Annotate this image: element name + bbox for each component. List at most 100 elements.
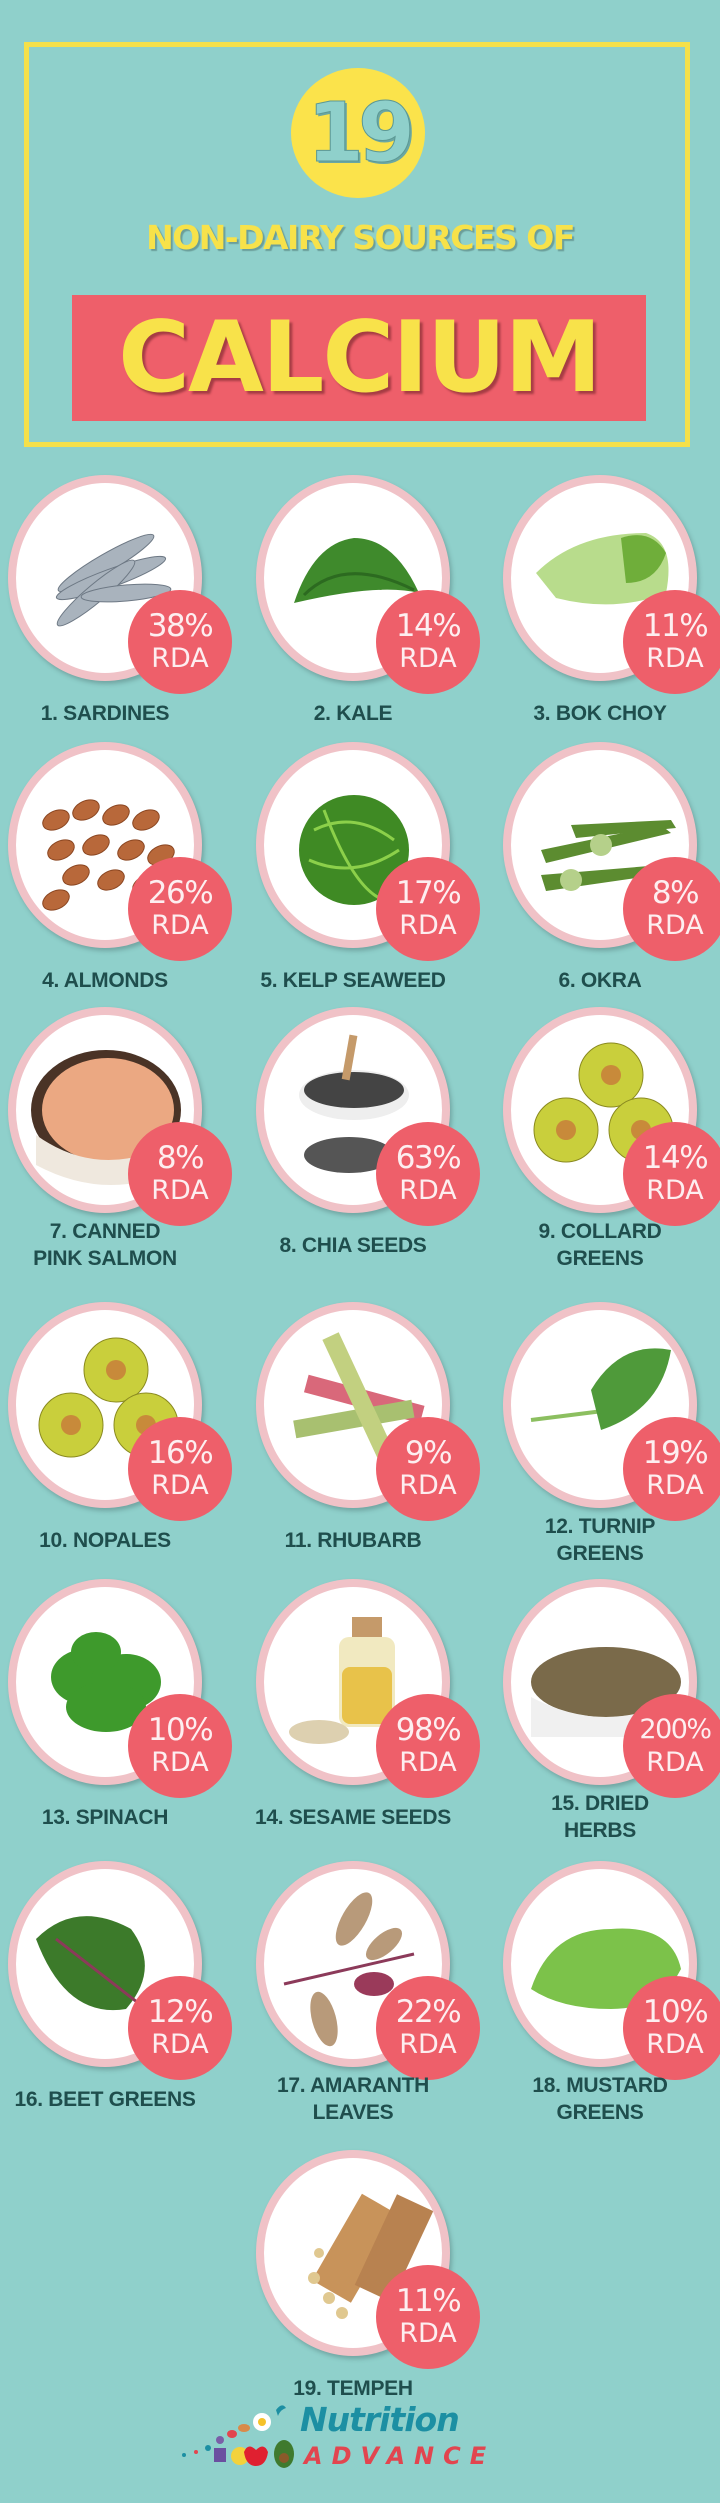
food-label: 3. BOK CHOY — [533, 701, 667, 725]
food-item: 8% RDA 7. CANNED PINK SALMON — [0, 1007, 232, 1287]
food-image-frame — [503, 742, 697, 948]
rda-percent: 12% — [147, 1994, 214, 2030]
rda-percent: 16% — [147, 1435, 214, 1471]
rda-percent: 9% — [404, 1435, 453, 1471]
food-label: 12. TURNIP GREENS — [544, 1515, 656, 1565]
food-item: 200% RDA 15. DRIED HERBS — [475, 1579, 720, 1859]
rda-label: RDA — [151, 2029, 209, 2060]
food-label: 19. TEMPEH — [293, 2376, 413, 2400]
rda-percent: 19% — [642, 1435, 709, 1471]
rda-percent: 8% — [651, 875, 700, 911]
rda-label: RDA — [646, 1747, 704, 1778]
rda-percent: 10% — [642, 1994, 709, 2030]
logo-text-advance: ADVANCE — [304, 2442, 496, 2470]
food-image-sesame-oil — [264, 1587, 442, 1777]
food-label: 9. COLLARD GREENS — [538, 1220, 662, 1270]
food-item: 8% RDA 6. OKRA — [475, 742, 720, 1022]
food-item: 10% RDA 13. SPINACH — [0, 1579, 232, 1859]
rda-label: RDA — [151, 1747, 209, 1778]
food-item: 98% RDA 14. SESAME SEEDS — [228, 1579, 480, 1859]
rda-percent: 22% — [395, 1994, 462, 2030]
rda-badge: 17% RDA — [376, 857, 480, 961]
rda-label: RDA — [646, 1470, 704, 1501]
count-number: 19 — [306, 85, 415, 181]
rda-percent: 11% — [642, 608, 709, 644]
food-label: 7. CANNED PINK SALMON — [33, 1220, 177, 1270]
food-label: 17. AMARANTH LEAVES — [277, 2074, 429, 2124]
food-image-sardines — [16, 483, 194, 673]
rda-badge: 16% RDA — [128, 1417, 232, 1521]
food-item: 14% RDA 2. KALE — [228, 475, 480, 755]
rda-percent: 14% — [642, 1140, 709, 1176]
food-image-frame — [256, 2150, 450, 2356]
rda-label: RDA — [399, 2318, 457, 2349]
rda-label: RDA — [399, 1175, 457, 1206]
rda-label: RDA — [151, 643, 209, 674]
logo-text-nutrition: Nutrition — [300, 2400, 460, 2439]
food-item: 38% RDA 1. SARDINES — [0, 475, 232, 755]
food-item: 14% RDA 9. COLLARD GREENS — [475, 1007, 720, 1287]
food-label: 2. KALE — [313, 701, 393, 725]
food-image-kelp-seaweed — [264, 750, 442, 940]
nutrition-advance-logo: Nutrition ADVANCE — [170, 2400, 510, 2480]
food-label: 15. DRIED HERBS — [551, 1792, 649, 1842]
rda-percent: 17% — [395, 875, 462, 911]
food-label: 14. SESAME SEEDS — [255, 1805, 451, 1829]
food-label: 18. MUSTARD GREENS — [532, 2074, 668, 2124]
rda-badge: 98% RDA — [376, 1694, 480, 1798]
food-item: 17% RDA 5. KELP SEAWEED — [228, 742, 480, 1022]
rda-label: RDA — [151, 1175, 209, 1206]
rda-badge: 14% RDA — [623, 1122, 720, 1226]
rda-badge: 200% RDA — [623, 1694, 720, 1798]
rda-percent: 11% — [395, 2283, 462, 2319]
food-label: 8. CHIA SEEDS — [279, 1233, 427, 1257]
food-item: 63% RDA 8. CHIA SEEDS — [228, 1007, 480, 1287]
rda-label: RDA — [646, 2029, 704, 2060]
rda-percent: 26% — [147, 875, 214, 911]
rda-badge: 19% RDA — [623, 1417, 720, 1521]
food-item: 22% RDA 17. AMARANTH LEAVES — [228, 1861, 480, 2141]
page-title: CALCIUM — [118, 301, 602, 415]
rda-badge: 11% RDA — [623, 590, 720, 694]
header-frame — [24, 42, 690, 447]
food-item: 19% RDA 12. TURNIP GREENS — [475, 1302, 720, 1582]
rda-label: RDA — [151, 1470, 209, 1501]
food-item: 10% RDA 18. MUSTARD GREENS — [475, 1861, 720, 2141]
food-item: 11% RDA 3. BOK CHOY — [475, 475, 720, 755]
food-splash-icon — [182, 2405, 294, 2468]
food-image-frame — [503, 1861, 697, 2067]
food-item: 12% RDA 16. BEET GREENS — [0, 1861, 232, 2141]
rda-badge: 10% RDA — [623, 1976, 720, 2080]
food-item: 26% RDA 4. ALMONDS — [0, 742, 232, 1022]
food-label: 1. SARDINES — [40, 701, 170, 725]
food-image-tempeh — [264, 2158, 442, 2348]
rda-percent: 10% — [147, 1712, 214, 1748]
rda-badge: 63% RDA — [376, 1122, 480, 1226]
food-label: 10. NOPALES — [39, 1528, 171, 1552]
count-badge: 19 — [291, 68, 425, 198]
rda-badge: 26% RDA — [128, 857, 232, 961]
rda-percent: 63% — [395, 1140, 462, 1176]
food-item: 11% RDA 19. TEMPEH — [228, 2150, 480, 2430]
food-label: 16. BEET GREENS — [14, 2087, 196, 2111]
rda-label: RDA — [399, 1747, 457, 1778]
rda-badge: 38% RDA — [128, 590, 232, 694]
food-image-frame — [256, 742, 450, 948]
rda-badge: 9% RDA — [376, 1417, 480, 1521]
food-label: 6. OKRA — [558, 968, 642, 992]
rda-badge: 14% RDA — [376, 590, 480, 694]
rda-percent: 8% — [156, 1140, 205, 1176]
rda-badge: 22% RDA — [376, 1976, 480, 2080]
rda-percent: 98% — [395, 1712, 462, 1748]
rda-badge: 8% RDA — [128, 1122, 232, 1226]
rda-label: RDA — [399, 2029, 457, 2060]
rda-percent: 200% — [639, 1714, 712, 1745]
subtitle: NON-DAIRY SOURCES OF — [146, 218, 575, 257]
food-image-rhubarb — [264, 1310, 442, 1500]
rda-badge: 10% RDA — [128, 1694, 232, 1798]
title-banner: CALCIUM — [72, 295, 646, 421]
rda-label: RDA — [151, 910, 209, 941]
rda-percent: 14% — [395, 608, 462, 644]
rda-badge: 11% RDA — [376, 2265, 480, 2369]
food-image-frame — [256, 1302, 450, 1508]
